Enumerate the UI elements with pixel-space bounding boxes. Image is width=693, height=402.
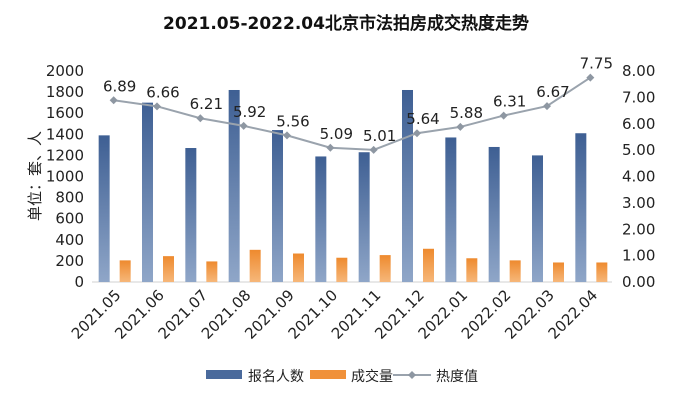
heat-point bbox=[283, 131, 291, 140]
axes: 0 200 400 600 800 1000 1200 1400 1600 1800 2000 0.0… bbox=[26, 62, 655, 343]
bar-signups bbox=[488, 146, 500, 282]
y-axis-label: 单位：套、人 bbox=[26, 131, 44, 221]
bar-deals bbox=[293, 253, 304, 282]
y-tick-label: 600 bbox=[55, 210, 84, 228]
legend-label-heat: 热度值 bbox=[436, 369, 478, 385]
legend-swatch-deals bbox=[310, 370, 346, 379]
y-tick-label: 800 bbox=[55, 189, 84, 207]
heat-data-label: 5.92 bbox=[233, 103, 266, 121]
heat-data-label: 5.88 bbox=[450, 104, 483, 122]
bar-deals bbox=[249, 249, 261, 282]
heat-data-label: 6.21 bbox=[190, 95, 223, 113]
bar-deals bbox=[163, 256, 174, 282]
heat-point bbox=[456, 122, 465, 131]
heat-data-label: 5.09 bbox=[320, 125, 353, 143]
heat-data-label: 5.56 bbox=[276, 112, 309, 130]
y2-tick-label: 8.00 bbox=[622, 62, 655, 80]
heat-point bbox=[543, 102, 551, 111]
y-tick-label: 400 bbox=[55, 231, 84, 249]
heat-point bbox=[196, 114, 205, 123]
y2-tick-label: 7.00 bbox=[622, 88, 655, 106]
bars bbox=[98, 89, 608, 283]
y-tick-label: 1800 bbox=[46, 83, 84, 101]
bar-signups bbox=[445, 137, 457, 282]
heat-point bbox=[326, 143, 335, 152]
bar-signups bbox=[228, 89, 240, 283]
heat-point bbox=[109, 96, 118, 105]
heat-data-label: 6.67 bbox=[536, 83, 569, 101]
bar-deals bbox=[206, 261, 218, 282]
heat-data-label: 6.31 bbox=[493, 93, 526, 111]
bar-signups bbox=[402, 89, 413, 283]
bar-deals bbox=[119, 260, 131, 282]
bar-deals bbox=[509, 260, 521, 282]
legend-swatch-signups bbox=[206, 370, 242, 379]
bar-deals bbox=[423, 248, 434, 282]
y2-tick-label: 6.00 bbox=[622, 115, 655, 133]
heat-point bbox=[499, 111, 508, 120]
heat-data-label: 7.75 bbox=[580, 55, 613, 73]
heat-point bbox=[369, 145, 378, 154]
bar-signups bbox=[142, 102, 153, 283]
y2-tick-label: 2.00 bbox=[622, 220, 655, 238]
legend-marker-heat bbox=[408, 371, 416, 379]
heat-data-label: 5.01 bbox=[363, 127, 396, 145]
bar-signups bbox=[575, 133, 587, 282]
y-tick-label: 1000 bbox=[46, 168, 84, 186]
y-tick-label: 2000 bbox=[46, 62, 84, 80]
y-tick-label: 1200 bbox=[46, 146, 84, 164]
y-tick-label: 1400 bbox=[46, 125, 84, 143]
y2-tick-label: 3.00 bbox=[622, 194, 655, 212]
y-tick-label: 1600 bbox=[46, 104, 84, 122]
chart-title: 2021.05-2022.04北京市法拍房成交热度走势 bbox=[163, 13, 529, 34]
legend-label-deals: 成交量 bbox=[351, 368, 393, 385]
bar-signups bbox=[98, 135, 110, 282]
y-tick-label: 0 bbox=[74, 273, 84, 291]
heat-point bbox=[413, 129, 421, 138]
bar-deals bbox=[379, 255, 391, 282]
legend: 报名人数 成交量 热度值 bbox=[206, 368, 478, 385]
legend-label-signups: 报名人数 bbox=[248, 369, 304, 385]
bar-signups bbox=[358, 152, 370, 282]
bar-deals bbox=[466, 258, 478, 282]
bar-signups bbox=[315, 156, 327, 282]
bar-signups bbox=[185, 148, 197, 282]
bar-signups bbox=[532, 155, 543, 282]
y-tick-label: 200 bbox=[55, 252, 84, 270]
bar-signups bbox=[272, 130, 283, 282]
heat-data-label: 6.89 bbox=[103, 77, 136, 95]
y2-tick-label: 5.00 bbox=[622, 141, 655, 159]
bar-deals bbox=[596, 262, 608, 282]
bar-deals bbox=[336, 257, 348, 282]
heat-line bbox=[113, 76, 591, 151]
heat-point bbox=[239, 121, 248, 130]
heat-data-label: 5.64 bbox=[406, 110, 439, 128]
trend-line: 6.89 6.66 6.21 5.92 5.56 5.09 5.01 5.64 5.88 6.31… bbox=[103, 55, 613, 154]
heat-point bbox=[153, 102, 161, 111]
y2-tick-label: 1.00 bbox=[622, 247, 655, 265]
y2-tick-label: 4.00 bbox=[622, 168, 655, 186]
bar-deals bbox=[553, 262, 564, 282]
y2-tick-label: 0.00 bbox=[622, 273, 655, 291]
heat-point bbox=[586, 73, 595, 82]
heat-data-label: 6.66 bbox=[146, 83, 179, 101]
